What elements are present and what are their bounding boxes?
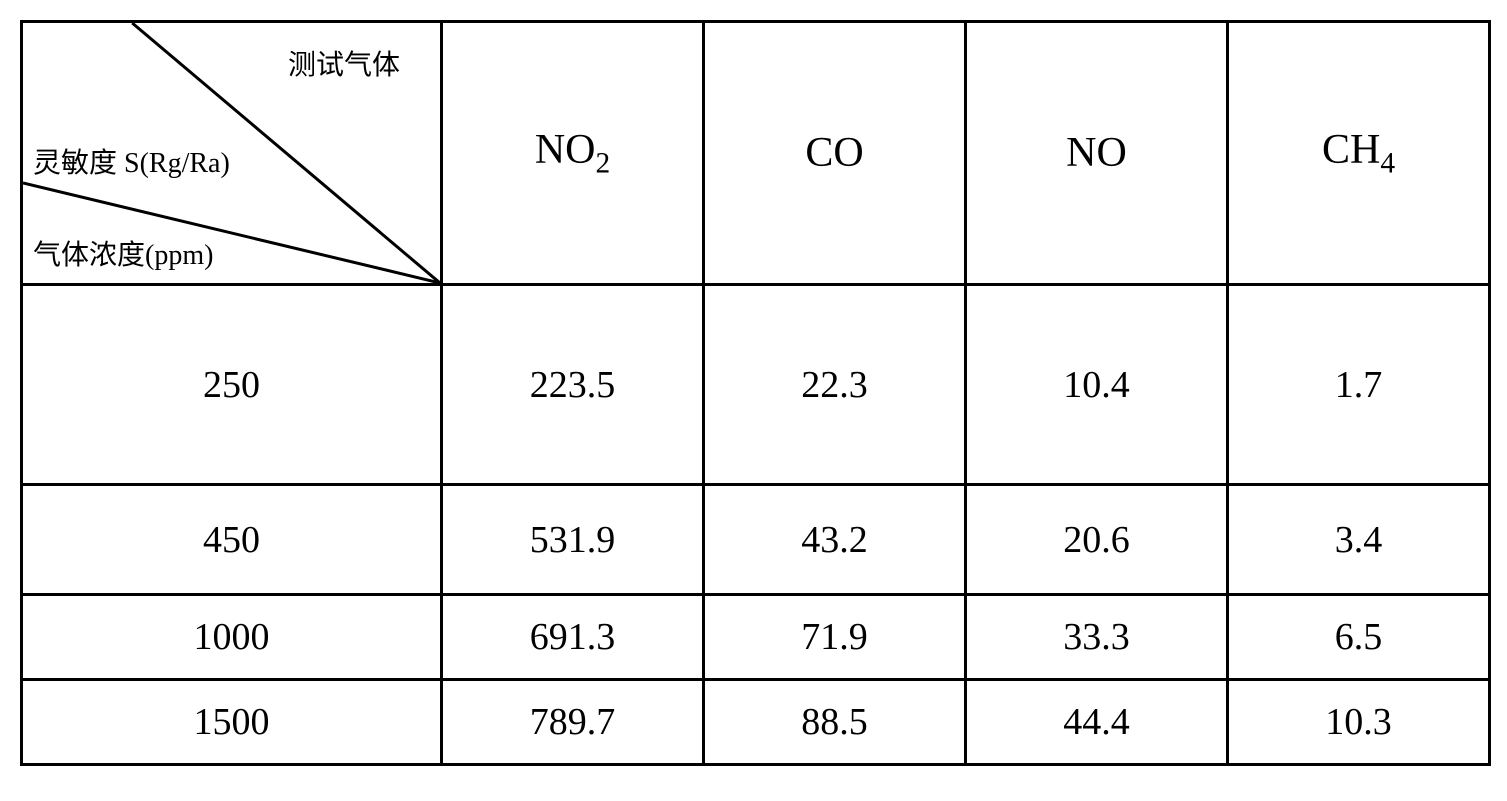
value-cell: 691.3 xyxy=(442,595,704,680)
concentration-cell: 1500 xyxy=(22,680,442,765)
table-row: 1500 789.7 88.5 44.4 10.3 xyxy=(22,680,1490,765)
value-cell: 22.3 xyxy=(704,285,966,485)
col-header-no: NO xyxy=(966,22,1228,285)
value-cell: 33.3 xyxy=(966,595,1228,680)
value-cell: 10.4 xyxy=(966,285,1228,485)
col-header-label: CO xyxy=(805,130,863,176)
table-row: 1000 691.3 71.9 33.3 6.5 xyxy=(22,595,1490,680)
col-header-label: CH4 xyxy=(1322,127,1395,173)
header-label-bot: 气体浓度(ppm) xyxy=(33,233,213,273)
sensitivity-table: 测试气体 灵敏度 S(Rg/Ra) 气体浓度(ppm) NO2 CO NO CH… xyxy=(20,20,1491,766)
value-cell: 3.4 xyxy=(1228,485,1490,595)
header-row: 测试气体 灵敏度 S(Rg/Ra) 气体浓度(ppm) NO2 CO NO CH… xyxy=(22,22,1490,285)
col-header-co: CO xyxy=(704,22,966,285)
value-cell: 223.5 xyxy=(442,285,704,485)
diagonal-header-cell: 测试气体 灵敏度 S(Rg/Ra) 气体浓度(ppm) xyxy=(22,22,442,285)
value-cell: 531.9 xyxy=(442,485,704,595)
concentration-cell: 450 xyxy=(22,485,442,595)
value-cell: 71.9 xyxy=(704,595,966,680)
table-row: 450 531.9 43.2 20.6 3.4 xyxy=(22,485,1490,595)
value-cell: 6.5 xyxy=(1228,595,1490,680)
value-cell: 43.2 xyxy=(704,485,966,595)
value-cell: 88.5 xyxy=(704,680,966,765)
value-cell: 20.6 xyxy=(966,485,1228,595)
value-cell: 1.7 xyxy=(1228,285,1490,485)
header-label-top: 测试气体 xyxy=(288,43,400,83)
header-label-mid: 灵敏度 S(Rg/Ra) xyxy=(33,141,230,181)
concentration-cell: 1000 xyxy=(22,595,442,680)
table-row: 250 223.5 22.3 10.4 1.7 xyxy=(22,285,1490,485)
value-cell: 10.3 xyxy=(1228,680,1490,765)
concentration-cell: 250 xyxy=(22,285,442,485)
col-header-label: NO xyxy=(1066,130,1127,176)
value-cell: 789.7 xyxy=(442,680,704,765)
col-header-label: NO2 xyxy=(535,127,610,173)
col-header-ch4: CH4 xyxy=(1228,22,1490,285)
value-cell: 44.4 xyxy=(966,680,1228,765)
col-header-no2: NO2 xyxy=(442,22,704,285)
